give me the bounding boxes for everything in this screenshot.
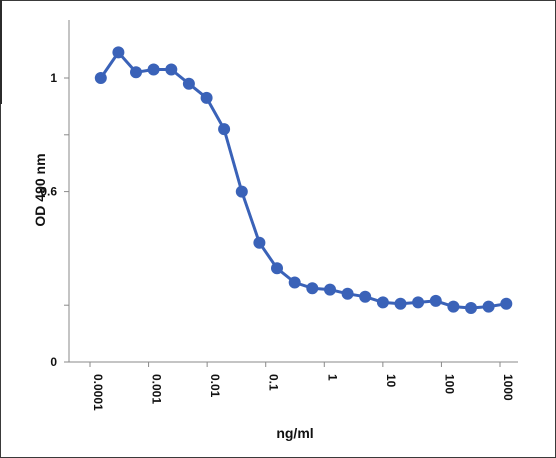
x-tick-label: 10 (384, 374, 398, 388)
x-tick-label: 0.001 (150, 374, 164, 404)
data-point (218, 123, 231, 136)
frame-edge-mark (0, 0, 2, 104)
x-tick-label: 100 (442, 374, 456, 394)
data-point (112, 46, 125, 59)
data-point (165, 63, 178, 76)
data-point (341, 287, 354, 300)
x-tick-label: 0.0001 (91, 374, 105, 411)
data-point (147, 63, 160, 76)
data-point (412, 296, 425, 309)
series-line (99, 50, 507, 310)
data-point (94, 72, 107, 84)
data-point (271, 262, 283, 275)
x-tick-label: 0.1 (267, 374, 281, 391)
data-point (465, 302, 477, 314)
data-point (130, 66, 142, 79)
data-point (182, 77, 195, 90)
data-point (394, 297, 407, 310)
x-tick-label: 1 (325, 374, 339, 381)
data-point (482, 300, 495, 313)
data-point (235, 185, 248, 198)
data-point (376, 296, 389, 309)
data-point (306, 282, 319, 295)
y-tick-label: 0.6 (40, 185, 57, 199)
data-point (324, 283, 336, 296)
data-point (288, 276, 301, 289)
data-point (447, 300, 460, 313)
data-series (94, 46, 513, 314)
y-tick-label: 1 (50, 71, 57, 85)
data-point (253, 236, 266, 249)
data-point (200, 91, 213, 104)
y-axis-title: OD 490 nm (32, 153, 48, 226)
x-tick-label: 1000 (501, 374, 515, 401)
y-tick-label: 0 (50, 355, 57, 369)
axes: 0 0.6 1 0.0001 0.001 0.01 0.1 1 10 100 1000 (40, 20, 518, 411)
x-axis-title: ng/ml (276, 425, 313, 441)
data-point (429, 294, 442, 307)
data-point (359, 290, 372, 303)
data-point (500, 297, 513, 310)
x-tick-label: 0.01 (208, 374, 222, 398)
